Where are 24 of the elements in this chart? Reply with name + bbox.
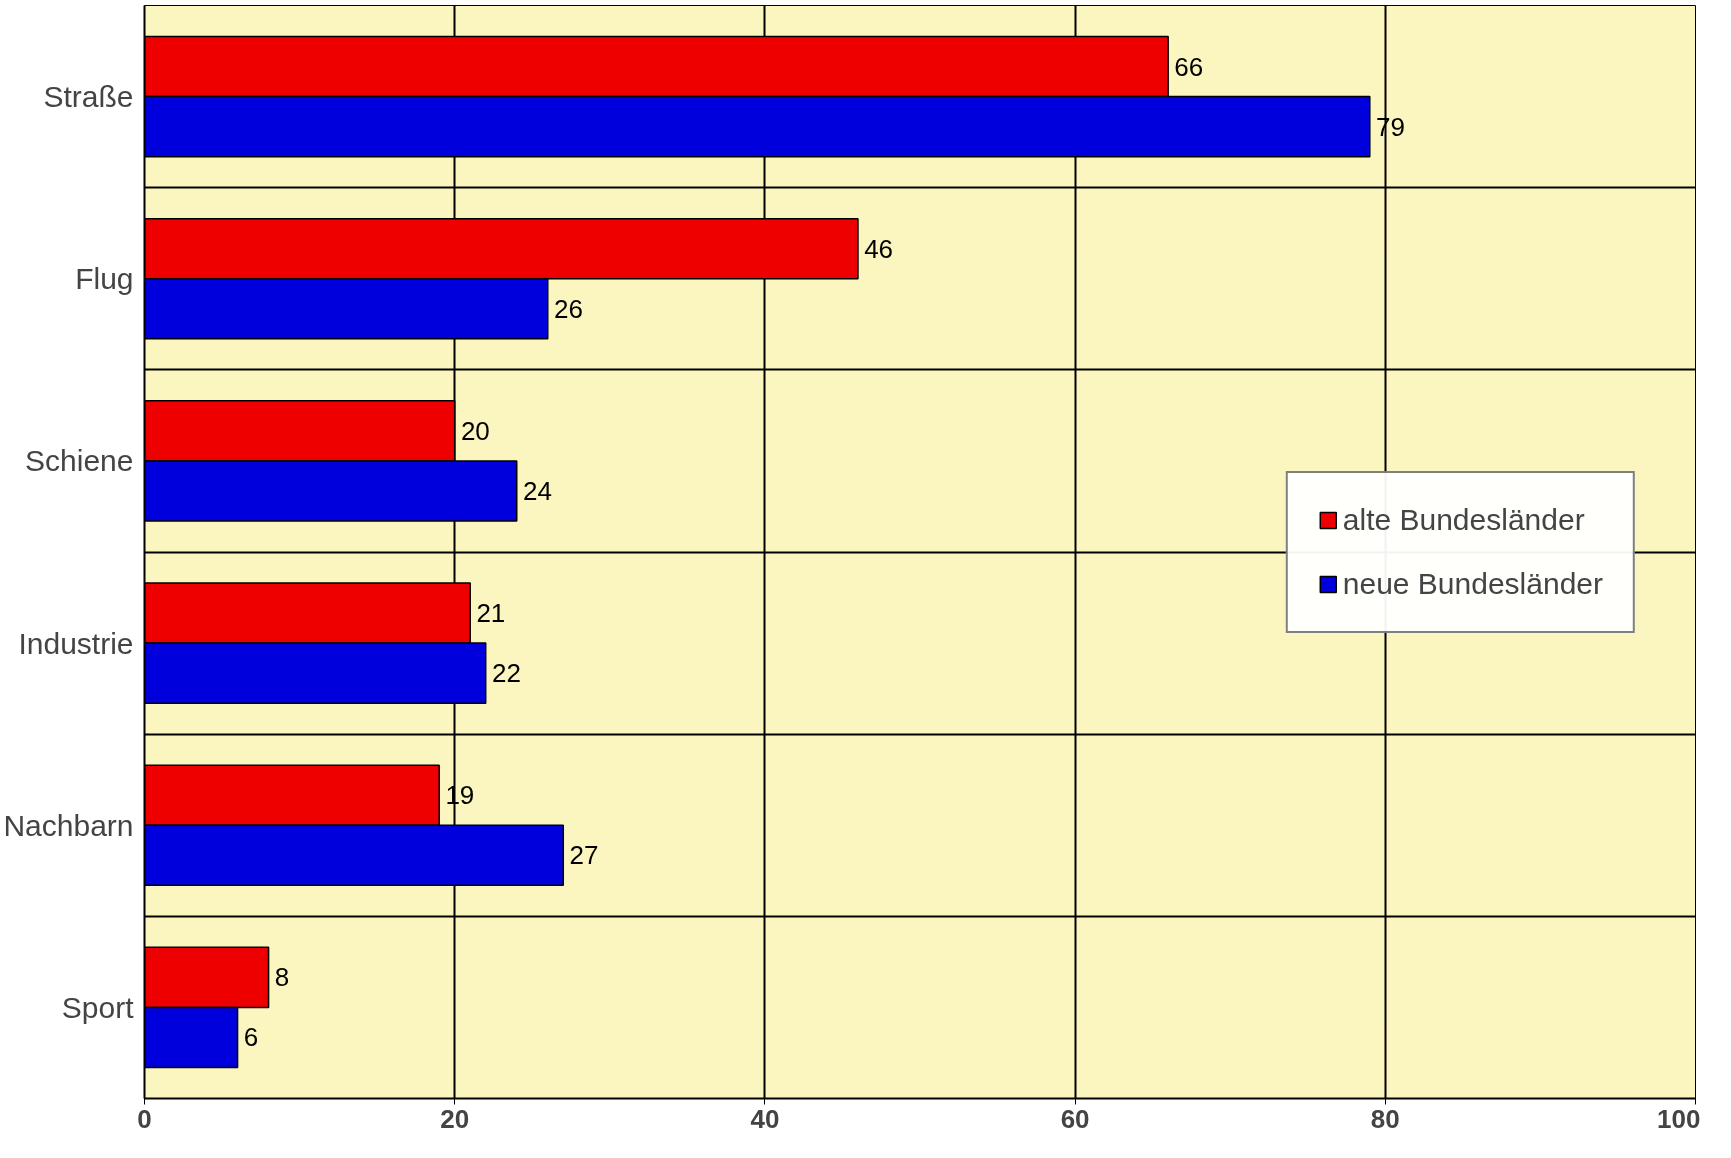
y-tick-label: Flug bbox=[75, 262, 134, 296]
y-tick-label: Nachbarn bbox=[3, 808, 134, 842]
data-label: 21 bbox=[476, 598, 506, 629]
x-tick-label: 100 bbox=[1657, 1103, 1701, 1134]
x-tick-label: 20 bbox=[440, 1103, 470, 1134]
data-label: 22 bbox=[491, 658, 521, 689]
data-label: 20 bbox=[460, 415, 490, 446]
data-label: 66 bbox=[1174, 51, 1204, 82]
x-tick-label: 0 bbox=[137, 1103, 152, 1134]
legend-label: alte Bundesländer bbox=[1342, 502, 1585, 537]
data-label: 26 bbox=[553, 293, 583, 324]
legend-label: neue Bundesländer bbox=[1342, 566, 1603, 601]
y-tick-label: Schiene bbox=[25, 444, 134, 478]
y-tick-label: Industrie bbox=[18, 626, 134, 660]
x-tick-label: 80 bbox=[1370, 1103, 1400, 1134]
data-label: 24 bbox=[522, 475, 552, 506]
x-tick-label: 40 bbox=[750, 1103, 780, 1134]
data-label: 6 bbox=[243, 1022, 259, 1053]
data-label: 8 bbox=[274, 962, 290, 993]
data-label: 46 bbox=[864, 233, 894, 264]
y-tick-label: Sport bbox=[61, 990, 135, 1024]
x-tick-label: 60 bbox=[1060, 1103, 1090, 1134]
y-tick-label: Straße bbox=[43, 80, 134, 114]
data-label: 27 bbox=[569, 840, 599, 871]
